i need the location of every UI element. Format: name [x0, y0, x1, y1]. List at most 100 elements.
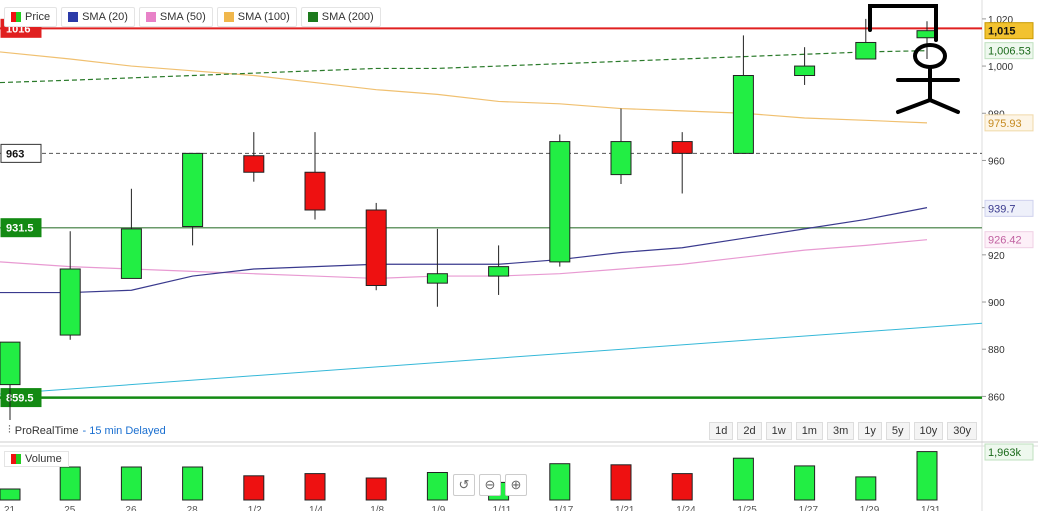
range-1w[interactable]: 1w: [765, 422, 792, 440]
x-tick-label: 25: [64, 505, 76, 511]
volume-last-tag: [984, 443, 1034, 461]
trend-line: [0, 322, 983, 395]
y-tick-label: 880: [988, 345, 1005, 356]
range-3m[interactable]: 3m: [826, 422, 855, 440]
volume-bar: [365, 477, 387, 501]
x-tick-label: 26: [125, 505, 137, 511]
x-tick-label: 1/4: [309, 505, 323, 511]
volume-bar: [243, 475, 265, 501]
sma200-swatch-icon: [307, 12, 318, 22]
candle-body: [0, 341, 21, 386]
legend-sma20[interactable]: SMA (20): [61, 7, 135, 27]
candle-body: [120, 228, 142, 279]
brand-name: ProRealTime: [14, 424, 79, 437]
x-tick-label: 1/31: [921, 505, 941, 511]
y-tick-label: 1,000: [988, 62, 1013, 73]
x-tick-label: 1/8: [370, 505, 384, 511]
volume-label: Volume: [25, 453, 62, 465]
x-tick-label: 1/9: [431, 505, 445, 511]
volume-last-label: 1,963k: [988, 447, 1022, 459]
range-2d[interactable]: 2d: [737, 422, 762, 440]
candle-body: [732, 75, 754, 154]
volume-bar: [426, 472, 448, 501]
volume-bar: [732, 457, 754, 501]
legend-sma50[interactable]: SMA (50): [138, 7, 213, 27]
range-10y[interactable]: 10y: [913, 422, 944, 440]
candle-body: [182, 152, 204, 228]
candle-body: [488, 266, 510, 277]
volume-bar: [59, 466, 81, 501]
sma100-swatch-icon: [223, 12, 234, 22]
x-tick-label: 28: [187, 505, 199, 511]
volume-bar: [610, 464, 632, 501]
y-tick-label: 900: [988, 298, 1005, 309]
candle-body: [671, 141, 693, 154]
right-label-1,015: 1,015: [988, 26, 1016, 38]
legend-price[interactable]: Price: [4, 7, 58, 27]
volume-bar: [120, 466, 142, 501]
legend-sma50-label: SMA (50): [159, 11, 206, 23]
legend-sma100[interactable]: SMA (100): [216, 7, 297, 27]
candle-body: [243, 155, 265, 173]
zoom-in-icon[interactable]: ⊕: [505, 474, 527, 496]
level-label-963: 963: [6, 148, 24, 160]
candle-body: [59, 268, 81, 336]
candle-body: [426, 273, 448, 284]
level-tag-859.5: [0, 388, 42, 408]
range-1d[interactable]: 1d: [709, 422, 734, 440]
stick-figure-drawing: [896, 65, 960, 114]
legend-price-label: Price: [25, 11, 51, 23]
volume-bar: [855, 476, 877, 501]
right-tag-1,015: [984, 22, 1034, 40]
volume-bar: [0, 488, 21, 501]
zoom-out-icon[interactable]: ⊖: [479, 474, 501, 496]
range-1m[interactable]: 1m: [795, 422, 823, 440]
range-30y[interactable]: 30y: [947, 422, 977, 440]
zoom-controls: ↺ ⊖ ⊕: [453, 474, 527, 496]
x-tick-label: 1/27: [799, 505, 819, 511]
reset-zoom-icon[interactable]: ↺: [453, 474, 475, 496]
right-tag-1,006.53: [984, 42, 1034, 60]
sma50-swatch-icon: [145, 12, 156, 22]
sma20-swatch-icon: [68, 12, 79, 22]
right-label-926.42: 926.42: [988, 235, 1022, 247]
chart-legend: Price SMA (20) SMA (50) SMA (100) SMA (2…: [4, 7, 381, 27]
sma200-line: [0, 50, 928, 84]
range-5y[interactable]: 5y: [885, 422, 910, 440]
brand: ⫶ ProRealTime - 15 min Delayed: [8, 424, 166, 437]
right-label-975.93: 975.93: [988, 118, 1022, 130]
right-tag-926.42: [984, 231, 1034, 249]
sma100-line: [0, 51, 928, 124]
candle-body: [549, 141, 571, 263]
candle-body: [304, 171, 326, 211]
legend-sma200-label: SMA (200): [321, 11, 374, 23]
candle-body: [855, 41, 877, 60]
x-tick-label: 1/24: [676, 505, 696, 511]
right-tag-939.7: [984, 199, 1034, 217]
x-tick-label: 1/17: [554, 505, 574, 511]
x-tick-label: 1/2: [248, 505, 262, 511]
level-tag-931.5: [0, 218, 42, 238]
volume-bar: [549, 463, 571, 501]
candle-body: [610, 141, 632, 176]
volume-bar: [916, 451, 938, 501]
legend-sma200[interactable]: SMA (200): [300, 7, 381, 27]
x-tick-label: 1/11: [493, 505, 512, 511]
volume-legend[interactable]: Volume: [4, 451, 69, 467]
level-label-859.5: 859.5: [6, 393, 34, 405]
range-1y[interactable]: 1y: [858, 422, 882, 440]
level-label-931.5: 931.5: [6, 223, 34, 235]
volume-bar: [794, 465, 816, 501]
price-swatch-icon: [11, 12, 21, 22]
volume-bar: [671, 473, 693, 501]
volume-swatch-icon: [11, 454, 21, 464]
hanging-frame-drawing: [868, 4, 938, 42]
candle-body: [365, 209, 387, 287]
volume-bar: [182, 466, 204, 501]
right-label-939.7: 939.7: [988, 203, 1016, 215]
y-tick-label: 1,020: [988, 15, 1013, 26]
candles-icon: ⫶: [8, 424, 11, 436]
x-tick-label: 21: [4, 505, 16, 511]
legend-sma100-label: SMA (100): [237, 11, 290, 23]
